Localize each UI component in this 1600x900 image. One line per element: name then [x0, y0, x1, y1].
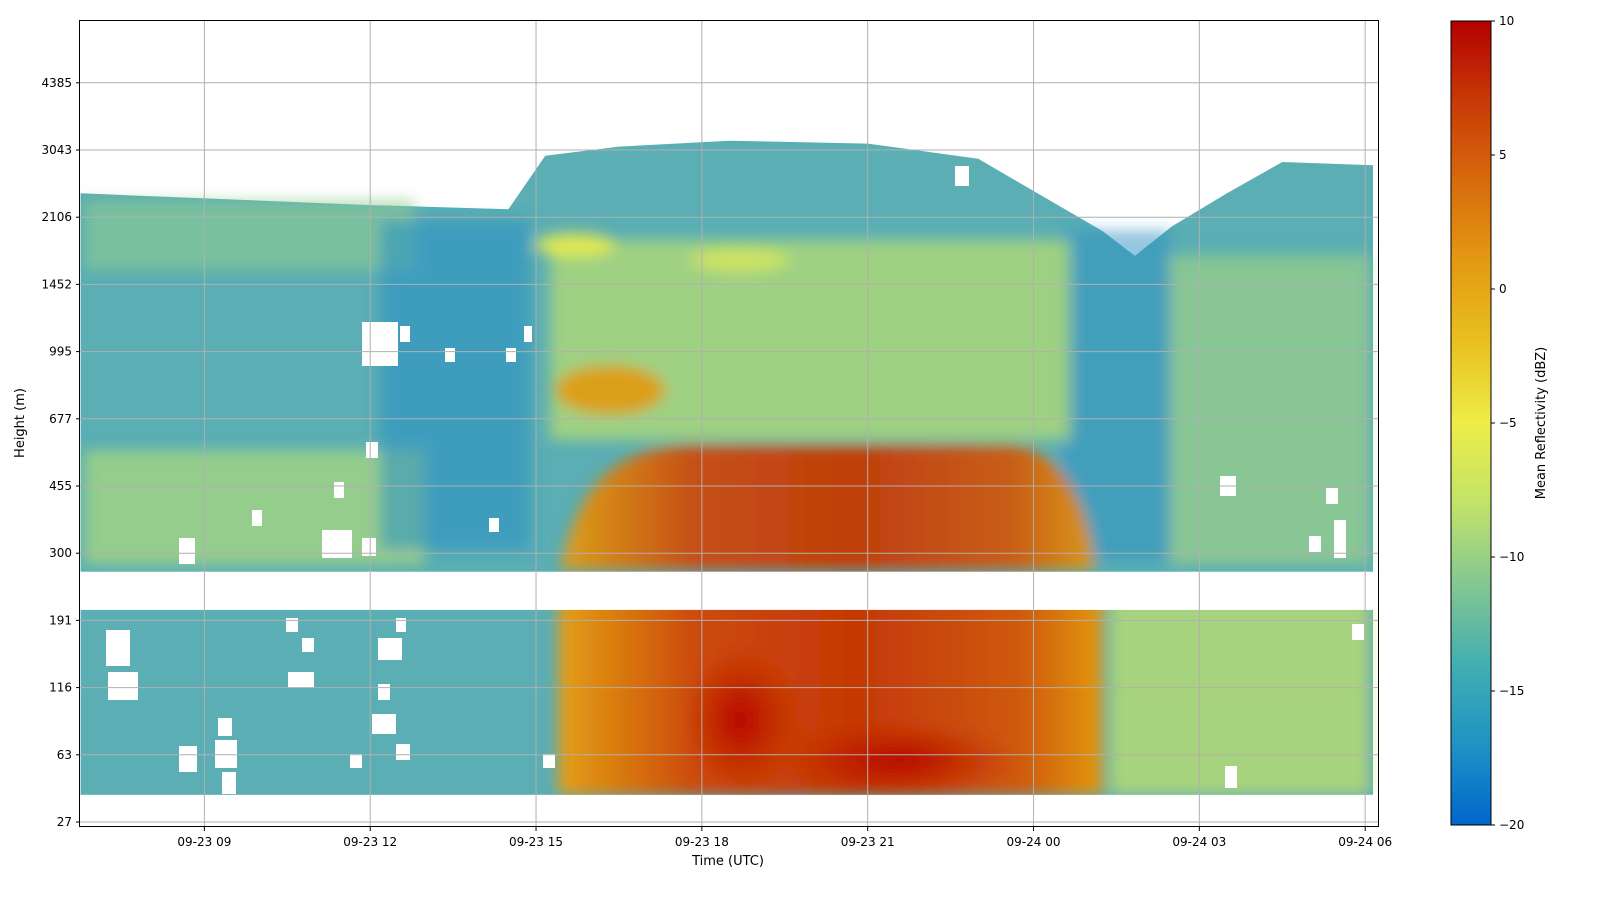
- colorbar-tick-label: −5: [1499, 416, 1517, 430]
- y-tick-label: 116: [49, 681, 72, 695]
- y-tick-label: 300: [49, 546, 72, 560]
- x-tick-label: 09-23 09: [177, 835, 231, 849]
- y-tick-label: 191: [49, 613, 72, 627]
- colorbar-tick-label: 10: [1499, 14, 1514, 28]
- y-axis-label: Height (m): [13, 388, 28, 458]
- colorbar-ticks: 10 5 0 −5 −10 −15 −20: [1491, 14, 1524, 832]
- y-axis-ticks: 27 63 116 191 300 455 677 995 1452 2106 3043 4385: [41, 76, 80, 829]
- y-tick-label: 2106: [41, 210, 72, 224]
- x-tick-label: 09-24 00: [1007, 835, 1061, 849]
- grid: [80, 21, 1379, 827]
- colorbar-gradient: [1450, 20, 1492, 826]
- reflectivity-features: [84, 200, 1370, 800]
- y-tick-label: 1452: [41, 277, 72, 291]
- missing-data-speckles: [106, 166, 1364, 794]
- y-tick-label: 4385: [41, 76, 72, 90]
- y-tick-label: 27: [57, 815, 72, 829]
- reflectivity-heatmap: [80, 140, 1379, 827]
- y-tick-label: 455: [49, 479, 72, 493]
- x-tick-label: 09-23 12: [343, 835, 397, 849]
- colorbar-tick-label: −10: [1499, 550, 1524, 564]
- colorbar-tick-label: 0: [1499, 282, 1507, 296]
- x-tick-label: 09-24 03: [1172, 835, 1226, 849]
- y-tick-label: 995: [49, 345, 72, 359]
- y-tick-label: 63: [57, 748, 72, 762]
- colorbar-tick-label: 5: [1499, 148, 1507, 162]
- colorbar-tick-label: −20: [1499, 818, 1524, 832]
- x-axis-label: Time (UTC): [691, 854, 764, 869]
- x-tick-label: 09-24 06: [1338, 835, 1392, 849]
- colorbar: 10 5 0 −5 −10 −15 −20 Mean Reflectivity (dBZ): [1450, 14, 1549, 832]
- y-tick-label: 677: [49, 412, 72, 426]
- x-axis-ticks: 09-23 09 09-23 12 09-23 15 09-23 18 09-23 21…: [177, 827, 1392, 849]
- colorbar-label: Mean Reflectivity (dBZ): [1534, 347, 1549, 500]
- x-tick-label: 09-23 21: [841, 835, 895, 849]
- no-data-band: [80, 571, 1379, 610]
- x-tick-label: 09-23 18: [675, 835, 729, 849]
- plot-frame: [79, 20, 1379, 827]
- colorbar-tick-label: −15: [1499, 684, 1524, 698]
- y-tick-label: 3043: [41, 143, 72, 157]
- x-tick-label: 09-23 15: [509, 835, 563, 849]
